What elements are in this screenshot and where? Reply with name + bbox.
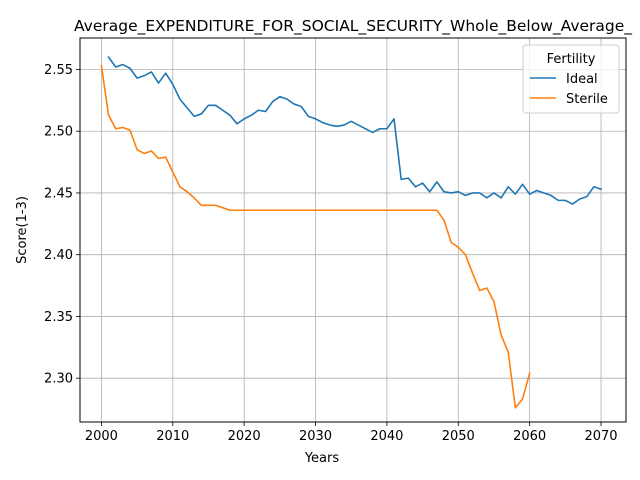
- y-axis-label: Score(1-3): [15, 196, 30, 264]
- grid-lines: [80, 38, 626, 422]
- legend-label-sterile: Sterile: [566, 92, 608, 107]
- y-tick-label: 2.35: [44, 310, 73, 325]
- series-line-ideal: [107, 56, 603, 205]
- x-tick-label: 2020: [228, 429, 261, 444]
- chart-title: Average_EXPENDITURE_FOR_SOCIAL_SECURITY_…: [74, 17, 632, 36]
- x-axis-label: Years: [304, 451, 340, 466]
- legend-title: Fertility: [547, 52, 596, 67]
- legend-label-ideal: Ideal: [566, 72, 598, 87]
- y-axis-ticks: 2.30 2.35 2.40 2.45 2.50 2.55: [44, 63, 80, 387]
- legend-box: [522, 44, 620, 114]
- x-tick-label: 2050: [442, 429, 475, 444]
- series-layer: [100, 56, 603, 409]
- plot-frame: [79, 37, 627, 423]
- y-tick-label: 2.30: [44, 372, 73, 387]
- x-axis-ticks: 2000 2010 2020 2030 2040 2050 2060 2070: [85, 422, 618, 444]
- x-tick-label: 2060: [513, 429, 546, 444]
- legend: Fertility Ideal Sterile: [522, 44, 620, 114]
- y-tick-label: 2.55: [44, 63, 73, 78]
- x-tick-label: 2040: [370, 429, 403, 444]
- x-tick-label: 2010: [156, 429, 189, 444]
- y-tick-label: 2.45: [44, 186, 73, 201]
- x-tick-label: 2070: [584, 429, 617, 444]
- series-line-sterile: [100, 64, 531, 409]
- x-tick-label: 2030: [299, 429, 332, 444]
- y-tick-label: 2.40: [44, 248, 73, 263]
- x-tick-label: 2000: [85, 429, 118, 444]
- y-tick-label: 2.50: [44, 125, 73, 140]
